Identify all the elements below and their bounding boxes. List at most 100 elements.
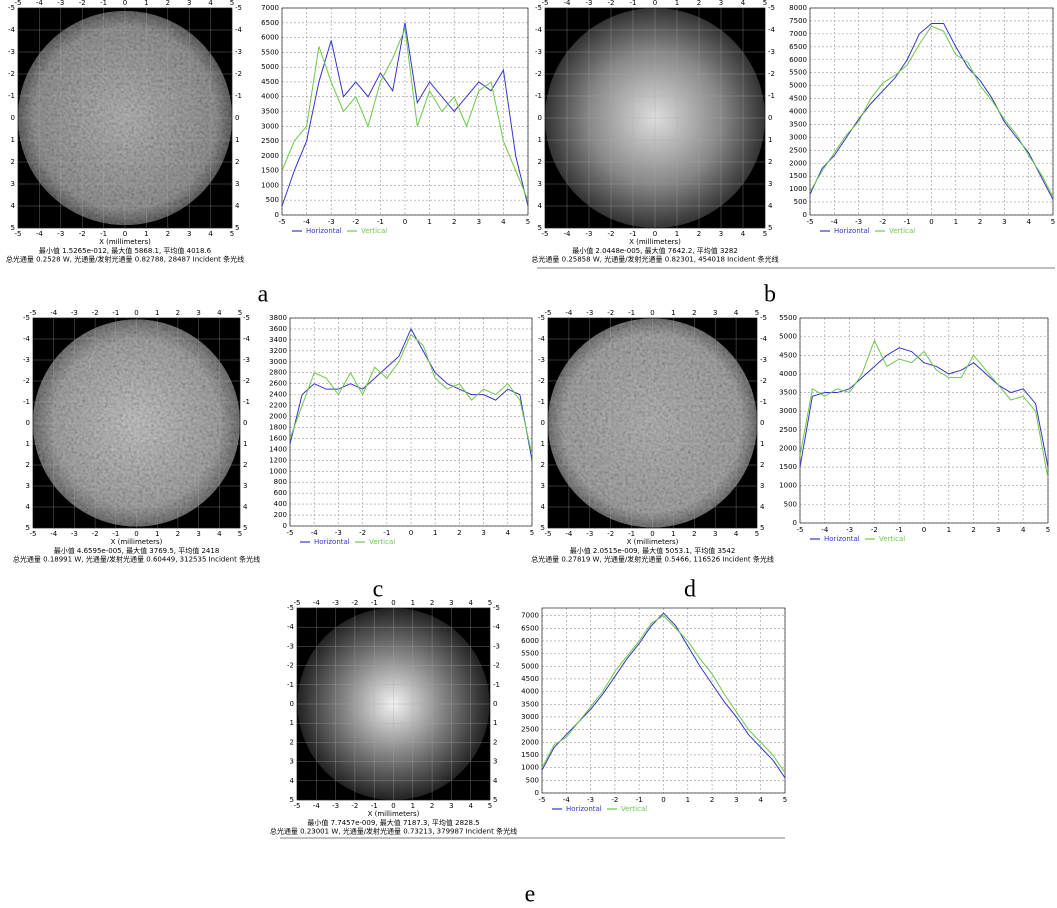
y-tick-label: -3 bbox=[23, 356, 30, 364]
profile-line bbox=[281, 22, 529, 207]
caption-line: 总光通量 0.27819 W, 光通量/发射光通量 0.5466, 116526… bbox=[531, 555, 774, 564]
y-tick-label: 1000 bbox=[779, 482, 797, 490]
y-tick-label: 1 bbox=[235, 136, 239, 144]
y-tick-label: -5 bbox=[8, 4, 15, 12]
y-tick-label: 5 bbox=[290, 796, 294, 804]
panel-label: c bbox=[373, 577, 384, 603]
y-tick-label: 2500 bbox=[779, 426, 797, 434]
x-tick-label: -5 bbox=[287, 529, 294, 537]
y-tick-label: -2 bbox=[493, 662, 500, 670]
x-tick-label: -1 bbox=[383, 529, 390, 537]
x-tick-label: 0 bbox=[123, 230, 127, 238]
profile-line bbox=[541, 612, 786, 779]
y-tick-label: 2500 bbox=[789, 146, 807, 154]
x-tick-label: 2 bbox=[710, 796, 714, 804]
x-tick-label: 0 bbox=[403, 218, 407, 226]
y-tick-label: 1 bbox=[26, 440, 30, 448]
y-tick-label: 500 bbox=[794, 198, 807, 206]
x-tick-label: 5 bbox=[526, 218, 530, 226]
y-tick-label: 500 bbox=[526, 776, 539, 784]
y-tick-label: 0 bbox=[275, 211, 279, 219]
y-tick-label: 5 bbox=[541, 524, 545, 532]
y-tick-label: 3 bbox=[760, 482, 764, 490]
y-tick-label: -2 bbox=[23, 377, 30, 385]
y-tick-label: 1200 bbox=[269, 456, 287, 464]
y-tick-label: 0 bbox=[535, 789, 539, 797]
y-tick-label: 500 bbox=[784, 500, 797, 508]
y-tick-label: -5 bbox=[235, 4, 242, 12]
x-tick-label: -4 bbox=[313, 802, 321, 810]
x-tick-label: -5 bbox=[545, 530, 552, 538]
y-tick-label: 1 bbox=[760, 440, 764, 448]
y-tick-label: 2 bbox=[290, 738, 294, 746]
y-tick-label: 4 bbox=[290, 777, 295, 785]
x-tick-label: 1 bbox=[433, 529, 437, 537]
x-tick-label: 1 bbox=[671, 530, 675, 538]
plot-frame bbox=[32, 317, 241, 529]
y-tick-label: 2000 bbox=[269, 413, 287, 421]
x-tick-label: 1 bbox=[686, 796, 690, 804]
x-tick-label: 4 bbox=[741, 0, 746, 7]
y-tick-label: -2 bbox=[535, 70, 542, 78]
y-tick-label: 3000 bbox=[521, 713, 539, 721]
x-tick-label: -4 bbox=[313, 599, 321, 607]
x-tick-label: 4 bbox=[734, 309, 739, 317]
y-tick-label: -4 bbox=[287, 623, 295, 631]
x-tick-label: -4 bbox=[311, 529, 319, 537]
x-tick-label: 4 bbox=[1026, 218, 1031, 226]
caption-line: 最小值 4.6595e-005, 最大值 3769.5, 平均值 2418 bbox=[54, 546, 220, 555]
y-tick-label: 2 bbox=[11, 158, 15, 166]
x-tick-label: 5 bbox=[230, 230, 234, 238]
x-tick-label: -3 bbox=[586, 530, 593, 538]
y-tick-label: -5 bbox=[538, 314, 545, 322]
caption-line: 总光通量 0.2528 W, 光通量/发射光通量 0.82788, 28487 … bbox=[6, 255, 244, 264]
x-tick-label: 2 bbox=[452, 218, 456, 226]
y-tick-label: -3 bbox=[493, 642, 500, 650]
x-tick-label: -5 bbox=[542, 0, 549, 7]
x-tick-label: 1 bbox=[411, 802, 415, 810]
x-tick-label: 3 bbox=[449, 802, 453, 810]
x-tick-label: 2 bbox=[692, 309, 696, 317]
x-tick-label: 3 bbox=[477, 218, 481, 226]
y-tick-label: 7500 bbox=[789, 17, 807, 25]
y-tick-label: 7000 bbox=[261, 4, 279, 12]
x-tick-label: 2 bbox=[692, 530, 696, 538]
x-tick-label: -5 bbox=[797, 526, 804, 534]
y-tick-label: 1 bbox=[541, 440, 545, 448]
y-tick-label: 3500 bbox=[789, 120, 807, 128]
x-tick-label: 2 bbox=[176, 309, 180, 317]
x-tick-label: 0 bbox=[134, 530, 138, 538]
x-tick-label: 3 bbox=[187, 230, 191, 238]
y-tick-label: 0 bbox=[768, 114, 772, 122]
x-tick-label: 0 bbox=[391, 599, 395, 607]
y-tick-label: 5 bbox=[760, 524, 764, 532]
y-tick-label: -1 bbox=[23, 398, 30, 406]
x-tick-label: 3 bbox=[719, 0, 723, 7]
y-tick-label: 1400 bbox=[269, 445, 287, 453]
y-tick-label: 3500 bbox=[521, 700, 539, 708]
y-tick-label: 1600 bbox=[269, 434, 287, 442]
x-tick-label: -3 bbox=[57, 230, 64, 238]
x-tick-label: 3 bbox=[196, 309, 200, 317]
y-tick-label: 2 bbox=[768, 158, 772, 166]
x-tick-label: -5 bbox=[542, 230, 549, 238]
y-tick-label: -2 bbox=[235, 70, 242, 78]
x-tick-label: 4 bbox=[506, 529, 511, 537]
x-tick-label: 3 bbox=[713, 309, 717, 317]
x-tick-label: -2 bbox=[607, 530, 614, 538]
caption-line: 总光通量 0.18991 W, 光通量/发射光通量 0.60449, 31253… bbox=[13, 555, 260, 564]
y-tick-label: 2 bbox=[538, 158, 542, 166]
x-tick-label: 3 bbox=[481, 529, 485, 537]
y-tick-label: 1500 bbox=[261, 167, 279, 175]
legend-label: Horizontal bbox=[566, 805, 602, 813]
x-tick-label: 1 bbox=[411, 599, 415, 607]
x-tick-label: 2 bbox=[430, 802, 434, 810]
y-tick-label: -5 bbox=[287, 604, 294, 612]
x-tick-label: 5 bbox=[763, 230, 767, 238]
y-tick-label: 3 bbox=[26, 482, 30, 490]
panel-label: a bbox=[258, 282, 269, 308]
legend-label: Horizontal bbox=[824, 535, 860, 543]
y-tick-label: 0 bbox=[26, 419, 30, 427]
y-tick-label: 0 bbox=[493, 700, 497, 708]
x-tick-label: -2 bbox=[359, 529, 366, 537]
